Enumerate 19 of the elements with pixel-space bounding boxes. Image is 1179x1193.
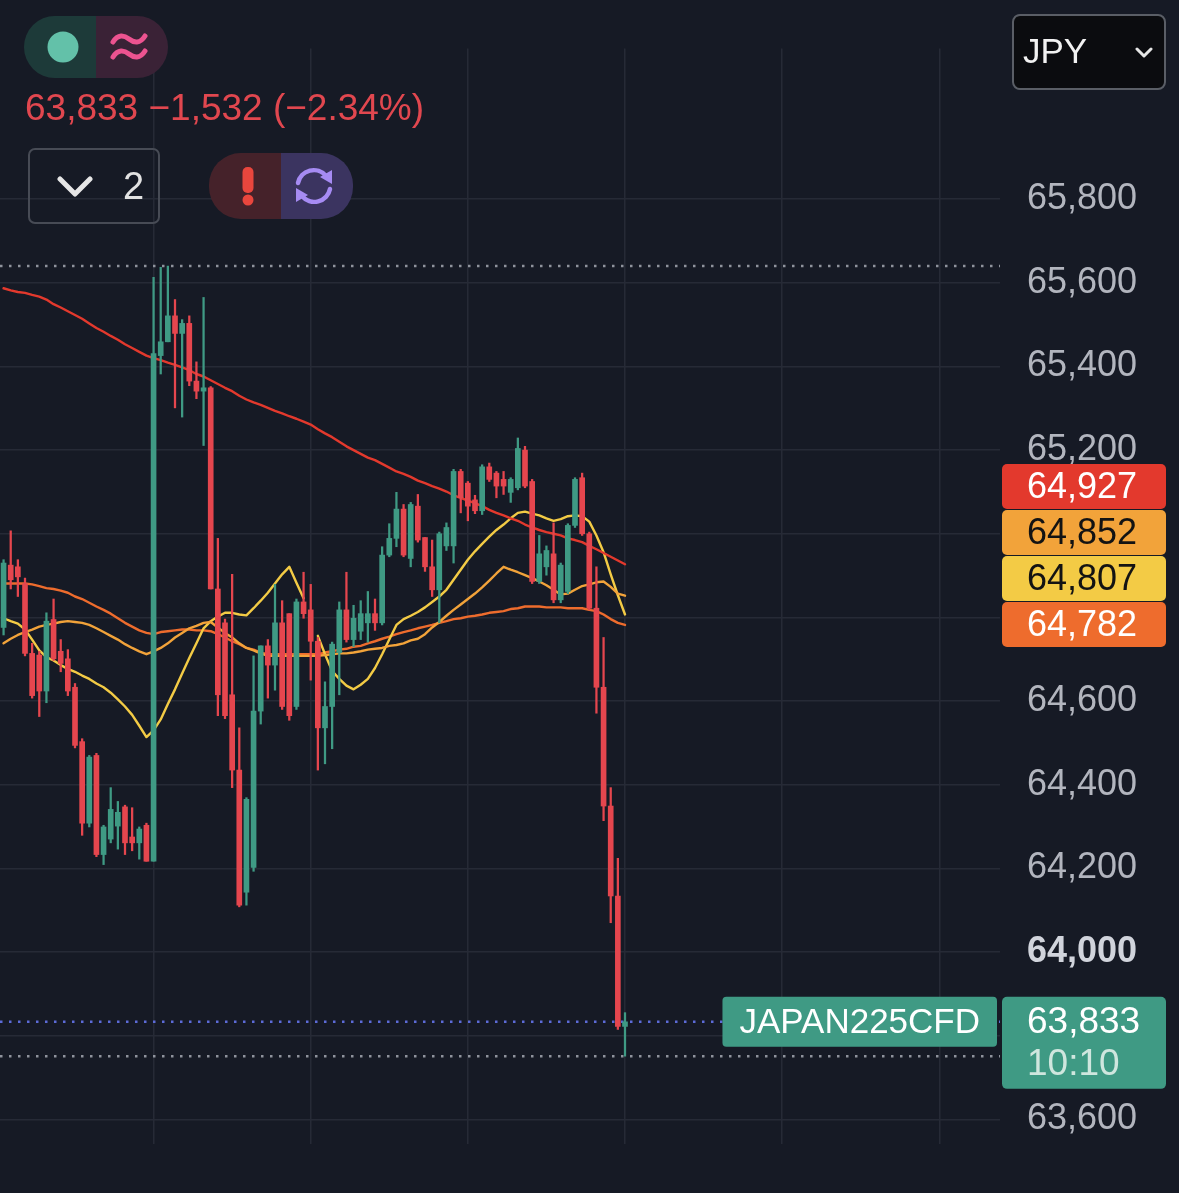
select-box: JPY	[1012, 14, 1166, 90]
y-tick-label: 64,400	[1027, 761, 1138, 803]
text: JAPAN225CFD	[739, 1000, 980, 1040]
text: 64,782	[1027, 602, 1138, 644]
y-tick-label: 63,600	[1027, 1096, 1138, 1138]
text: 64,807	[1027, 556, 1138, 598]
text: 64,852	[1027, 510, 1138, 552]
y-tick-label: 64,600	[1027, 677, 1138, 719]
y-tick-label: 64,000	[1027, 928, 1138, 970]
y-tick-label: 65,400	[1027, 343, 1138, 385]
text: 63,833 −1,532 (−2.34%)	[25, 86, 425, 130]
text: 10:10	[1027, 1042, 1120, 1084]
collapse-button: 2	[28, 148, 160, 224]
y-tick-label: 65,800	[1027, 176, 1138, 218]
annotation: 2	[123, 164, 145, 208]
ref-line-label: 63,833	[1027, 1000, 1141, 1042]
y-tick-label: 65,600	[1027, 259, 1138, 301]
y-tick-label: 64,200	[1027, 845, 1138, 887]
y-axis-title: JPY	[1023, 30, 1088, 72]
